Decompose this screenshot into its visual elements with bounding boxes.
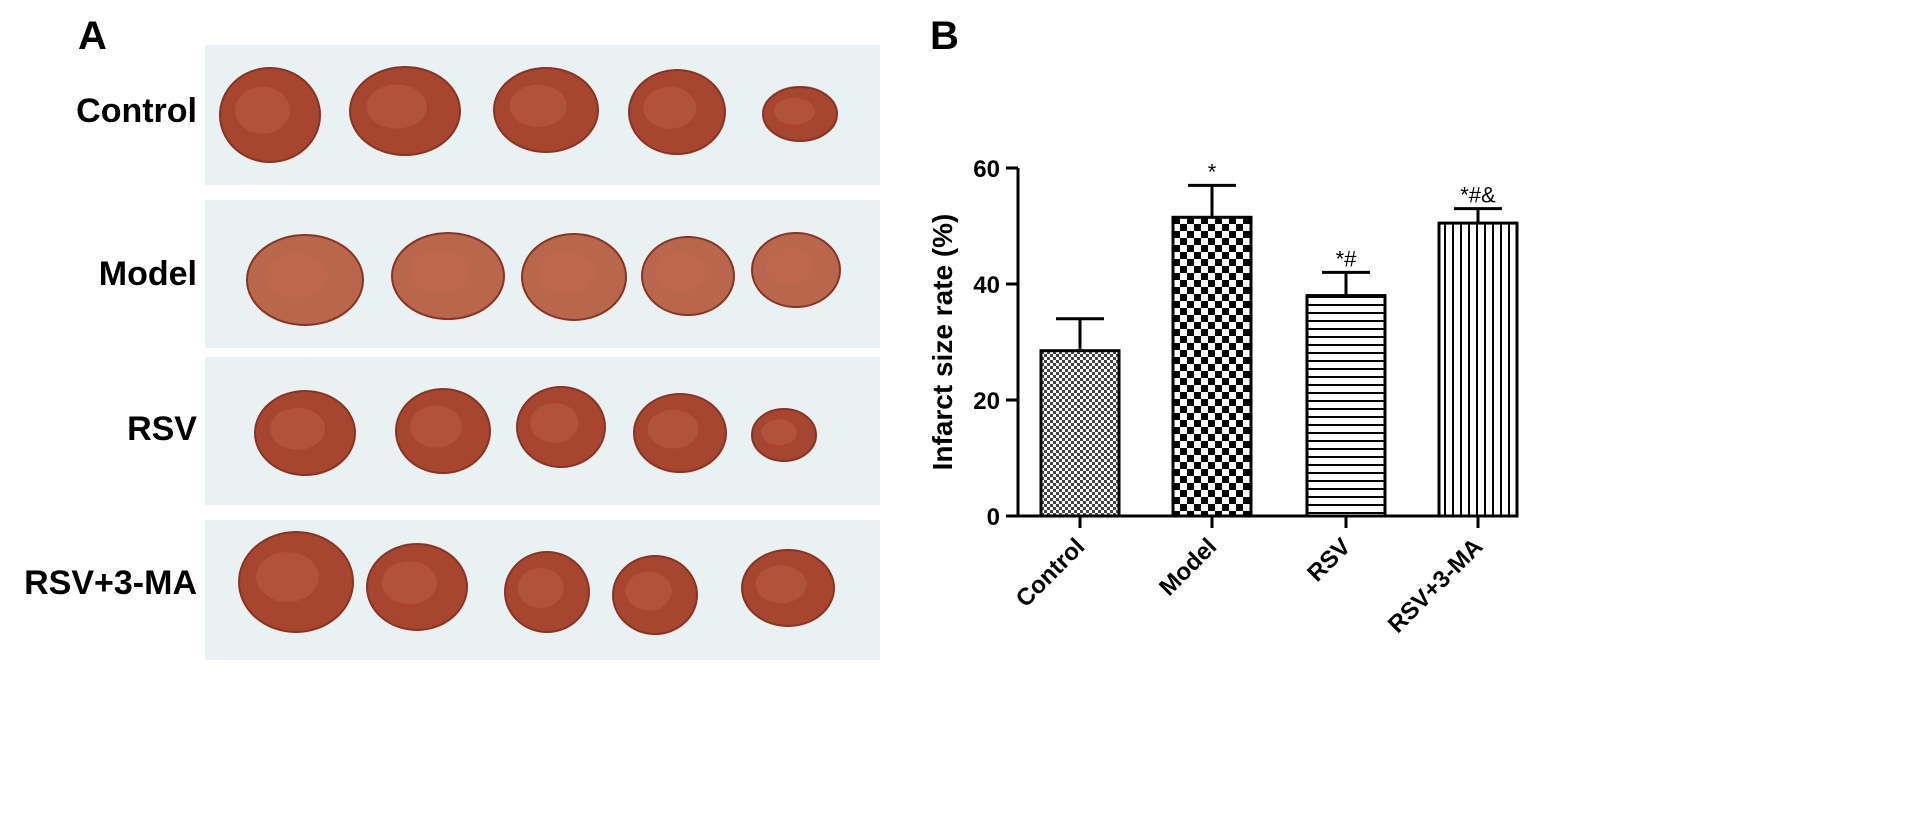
panel-b-letter: B [930,14,959,58]
heart-slice [504,551,590,633]
y-tick-label: 60 [973,156,1000,183]
significance-marker: *# [1336,246,1358,271]
heart-slice-highlight [530,403,579,443]
heart-slices-photo: Control Model RSV RSV+3-MA [24,45,880,660]
heart-slice [633,393,727,473]
heart-slice [612,555,698,635]
heart-slice [238,531,354,633]
heart-slice [391,232,505,320]
row-label: RSV [127,410,197,448]
heart-slice-highlight [655,252,707,292]
heart-slice [493,67,599,153]
heart-slice-highlight [755,565,807,604]
heart-slice [628,69,726,155]
heart-slice-highlight [517,568,564,608]
heart-slice-highlight [625,571,672,611]
heart-slice-highlight [256,552,319,602]
bar-control [1039,349,1121,518]
x-tick-label: RSV+3-MA [1383,533,1488,638]
heart-slice-highlight [382,561,437,605]
heart-slice [349,66,461,156]
heart-slice [366,543,468,631]
y-axis-label: Infarct size rate (%) [927,214,958,471]
significance-marker: * [1208,159,1217,184]
heart-slice-highlight [235,86,290,134]
heart-slice [516,386,606,468]
heart-slice [762,86,838,142]
bar-rsv-3-ma [1437,221,1519,518]
heart-slice [219,67,321,163]
heart-slice-highlight [765,247,814,285]
heart-slice-highlight [647,409,699,449]
significance-marker: *#& [1460,183,1496,208]
x-tick-label: RSV [1302,533,1356,587]
heart-slice-highlight [537,251,595,295]
panel-a-letter: A [78,14,107,58]
heart-slice-highlight [410,405,462,448]
bar-model [1171,215,1253,518]
heart-slice [751,408,817,462]
heart-slice [741,549,835,627]
heart-slice-highlight [366,84,427,129]
heart-slice-highlight [264,253,329,298]
row-label: RSV+3-MA [24,564,197,602]
heart-slice [254,390,356,476]
y-tick-label: 20 [973,388,1000,415]
x-tick-label: Control [1011,533,1090,612]
heart-slice-highlight [774,97,815,125]
row-label: Model [99,255,197,293]
heart-slice [246,234,364,326]
row-label: Control [76,92,197,130]
heart-slice-highlight [408,250,471,294]
x-tick-label: Model [1154,533,1222,601]
y-tick-label: 0 [987,504,1000,531]
infarct-size-bar-chart: 0 20 40 60 Infarct size rate (%) Control Model… [927,156,1519,639]
bar-rsv [1305,294,1387,518]
heart-slice-highlight [643,86,697,129]
heart-slice [521,233,627,321]
heart-slice-highlight [270,407,325,450]
heart-slice [395,388,491,474]
heart-slice [641,236,735,316]
y-tick-label: 40 [973,272,1000,299]
heart-slice [751,232,841,308]
heart-slice-highlight [509,84,567,127]
heart-slice-highlight [761,419,797,446]
